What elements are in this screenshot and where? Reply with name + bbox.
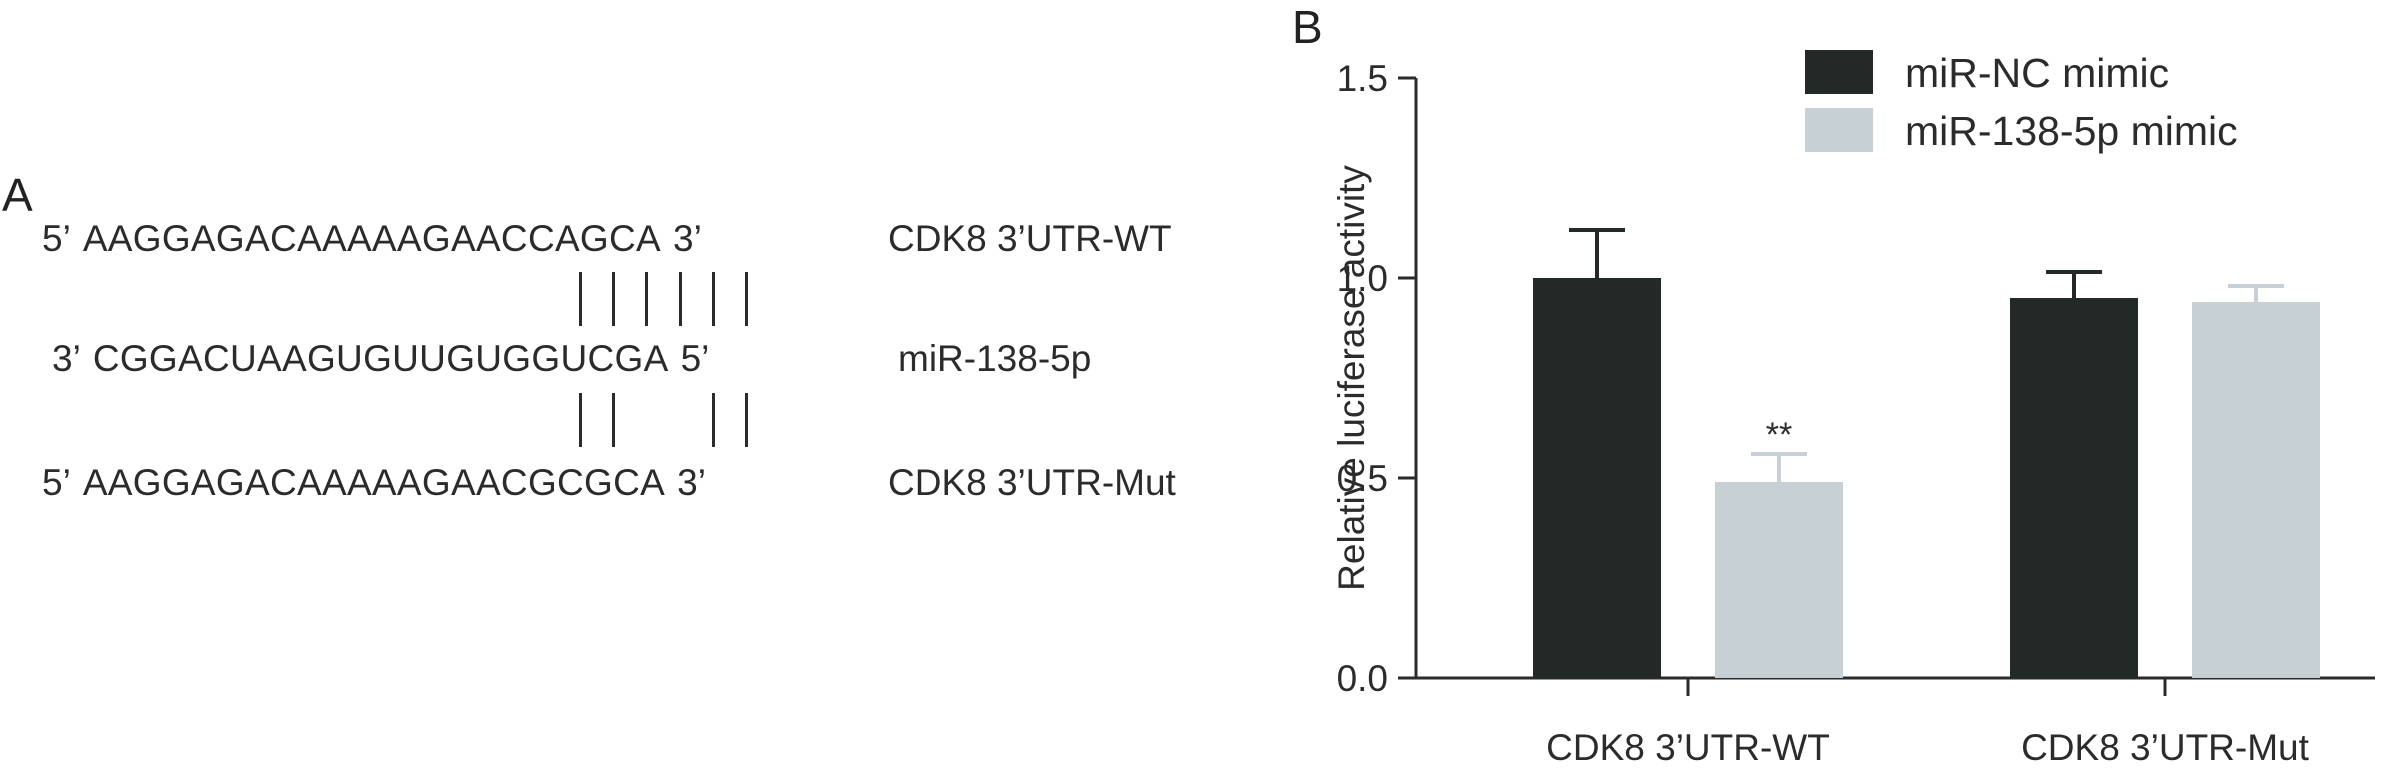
y-tick-label: 0.0 (1337, 658, 1388, 699)
mirna-sequence-label: miR-138-5p (898, 338, 1092, 379)
panel-a-letter: A (2, 169, 33, 221)
mut-sequence-label: CDK8 3’UTR-Mut (888, 462, 1176, 503)
wt-sequence-row: 5’ AAGGAGACAAAAAGAACCAGCA 3’ (42, 218, 702, 260)
mut-sequence-row: 5’ AAGGAGACAAAAAGAACGCGCA 3’ (42, 462, 706, 504)
chart-legend: miR-NC mimic miR-138-5p mimic (1805, 50, 2238, 154)
wt-sequence: AAGGAGACAAAAAGAACCAGCA (82, 218, 662, 259)
legend-swatch (1805, 50, 1873, 94)
legend-label: miR-138-5p mimic (1905, 108, 2238, 154)
base-pair-line (745, 393, 748, 447)
base-pair-line (679, 272, 682, 326)
wt-sequence-label: CDK8 3’UTR-WT (888, 218, 1172, 259)
x-tick-label: CDK8 3’UTR-Mut (2021, 727, 2310, 768)
bar (2192, 302, 2320, 678)
x-tick-label: CDK8 3’UTR-WT (1546, 727, 1830, 768)
mirna-5prime-end: 5’ (680, 338, 710, 379)
sequence-alignment-panel: 5’ AAGGAGACAAAAAGAACCAGCA 3’ CDK8 3’UTR-WT… (42, 218, 1176, 504)
legend-label: miR-NC mimic (1905, 50, 2169, 96)
mirna-sequence: CGGACUAAGUGUUGUGGUCGA (92, 338, 669, 379)
base-pair-line (579, 393, 582, 447)
mirna-sequence-row: 3’ CGGACUAAGUGUUGUGGUCGA 5’ (52, 338, 709, 380)
bar (1715, 482, 1843, 678)
bar (1533, 278, 1661, 678)
bar (2010, 298, 2138, 678)
y-axis-label: Relative luciferase activity (1331, 165, 1372, 591)
wt-5prime-end: 5’ (42, 218, 71, 259)
y-tick-label: 0.5 (1337, 458, 1388, 499)
wt-3prime-end: 3’ (673, 218, 702, 259)
legend-swatch (1805, 108, 1873, 152)
significance-annotation: ** (1766, 416, 1792, 454)
base-pair-line (612, 272, 615, 326)
y-tick-label: 1.5 (1337, 58, 1388, 99)
chart-bars: ** (1533, 228, 2320, 678)
base-pair-line (579, 272, 582, 326)
mirna-3prime-end: 3’ (52, 338, 81, 379)
mut-sequence: AAGGAGACAAAAAGAACGCGCA (82, 462, 666, 503)
base-pair-line (712, 272, 715, 326)
base-pair-line (645, 272, 648, 326)
chart-axes: 0.0 0.5 1.0 1.5 Relative luciferase activity… (1331, 58, 2375, 768)
panel-b-letter: B (1292, 1, 1323, 53)
mut-3prime-end: 3’ (677, 462, 706, 503)
base-pair-line (745, 272, 748, 326)
mut-5prime-end: 5’ (42, 462, 71, 503)
base-pair-line (712, 393, 715, 447)
y-tick-label: 1.0 (1337, 258, 1388, 299)
base-pair-line (612, 393, 615, 447)
